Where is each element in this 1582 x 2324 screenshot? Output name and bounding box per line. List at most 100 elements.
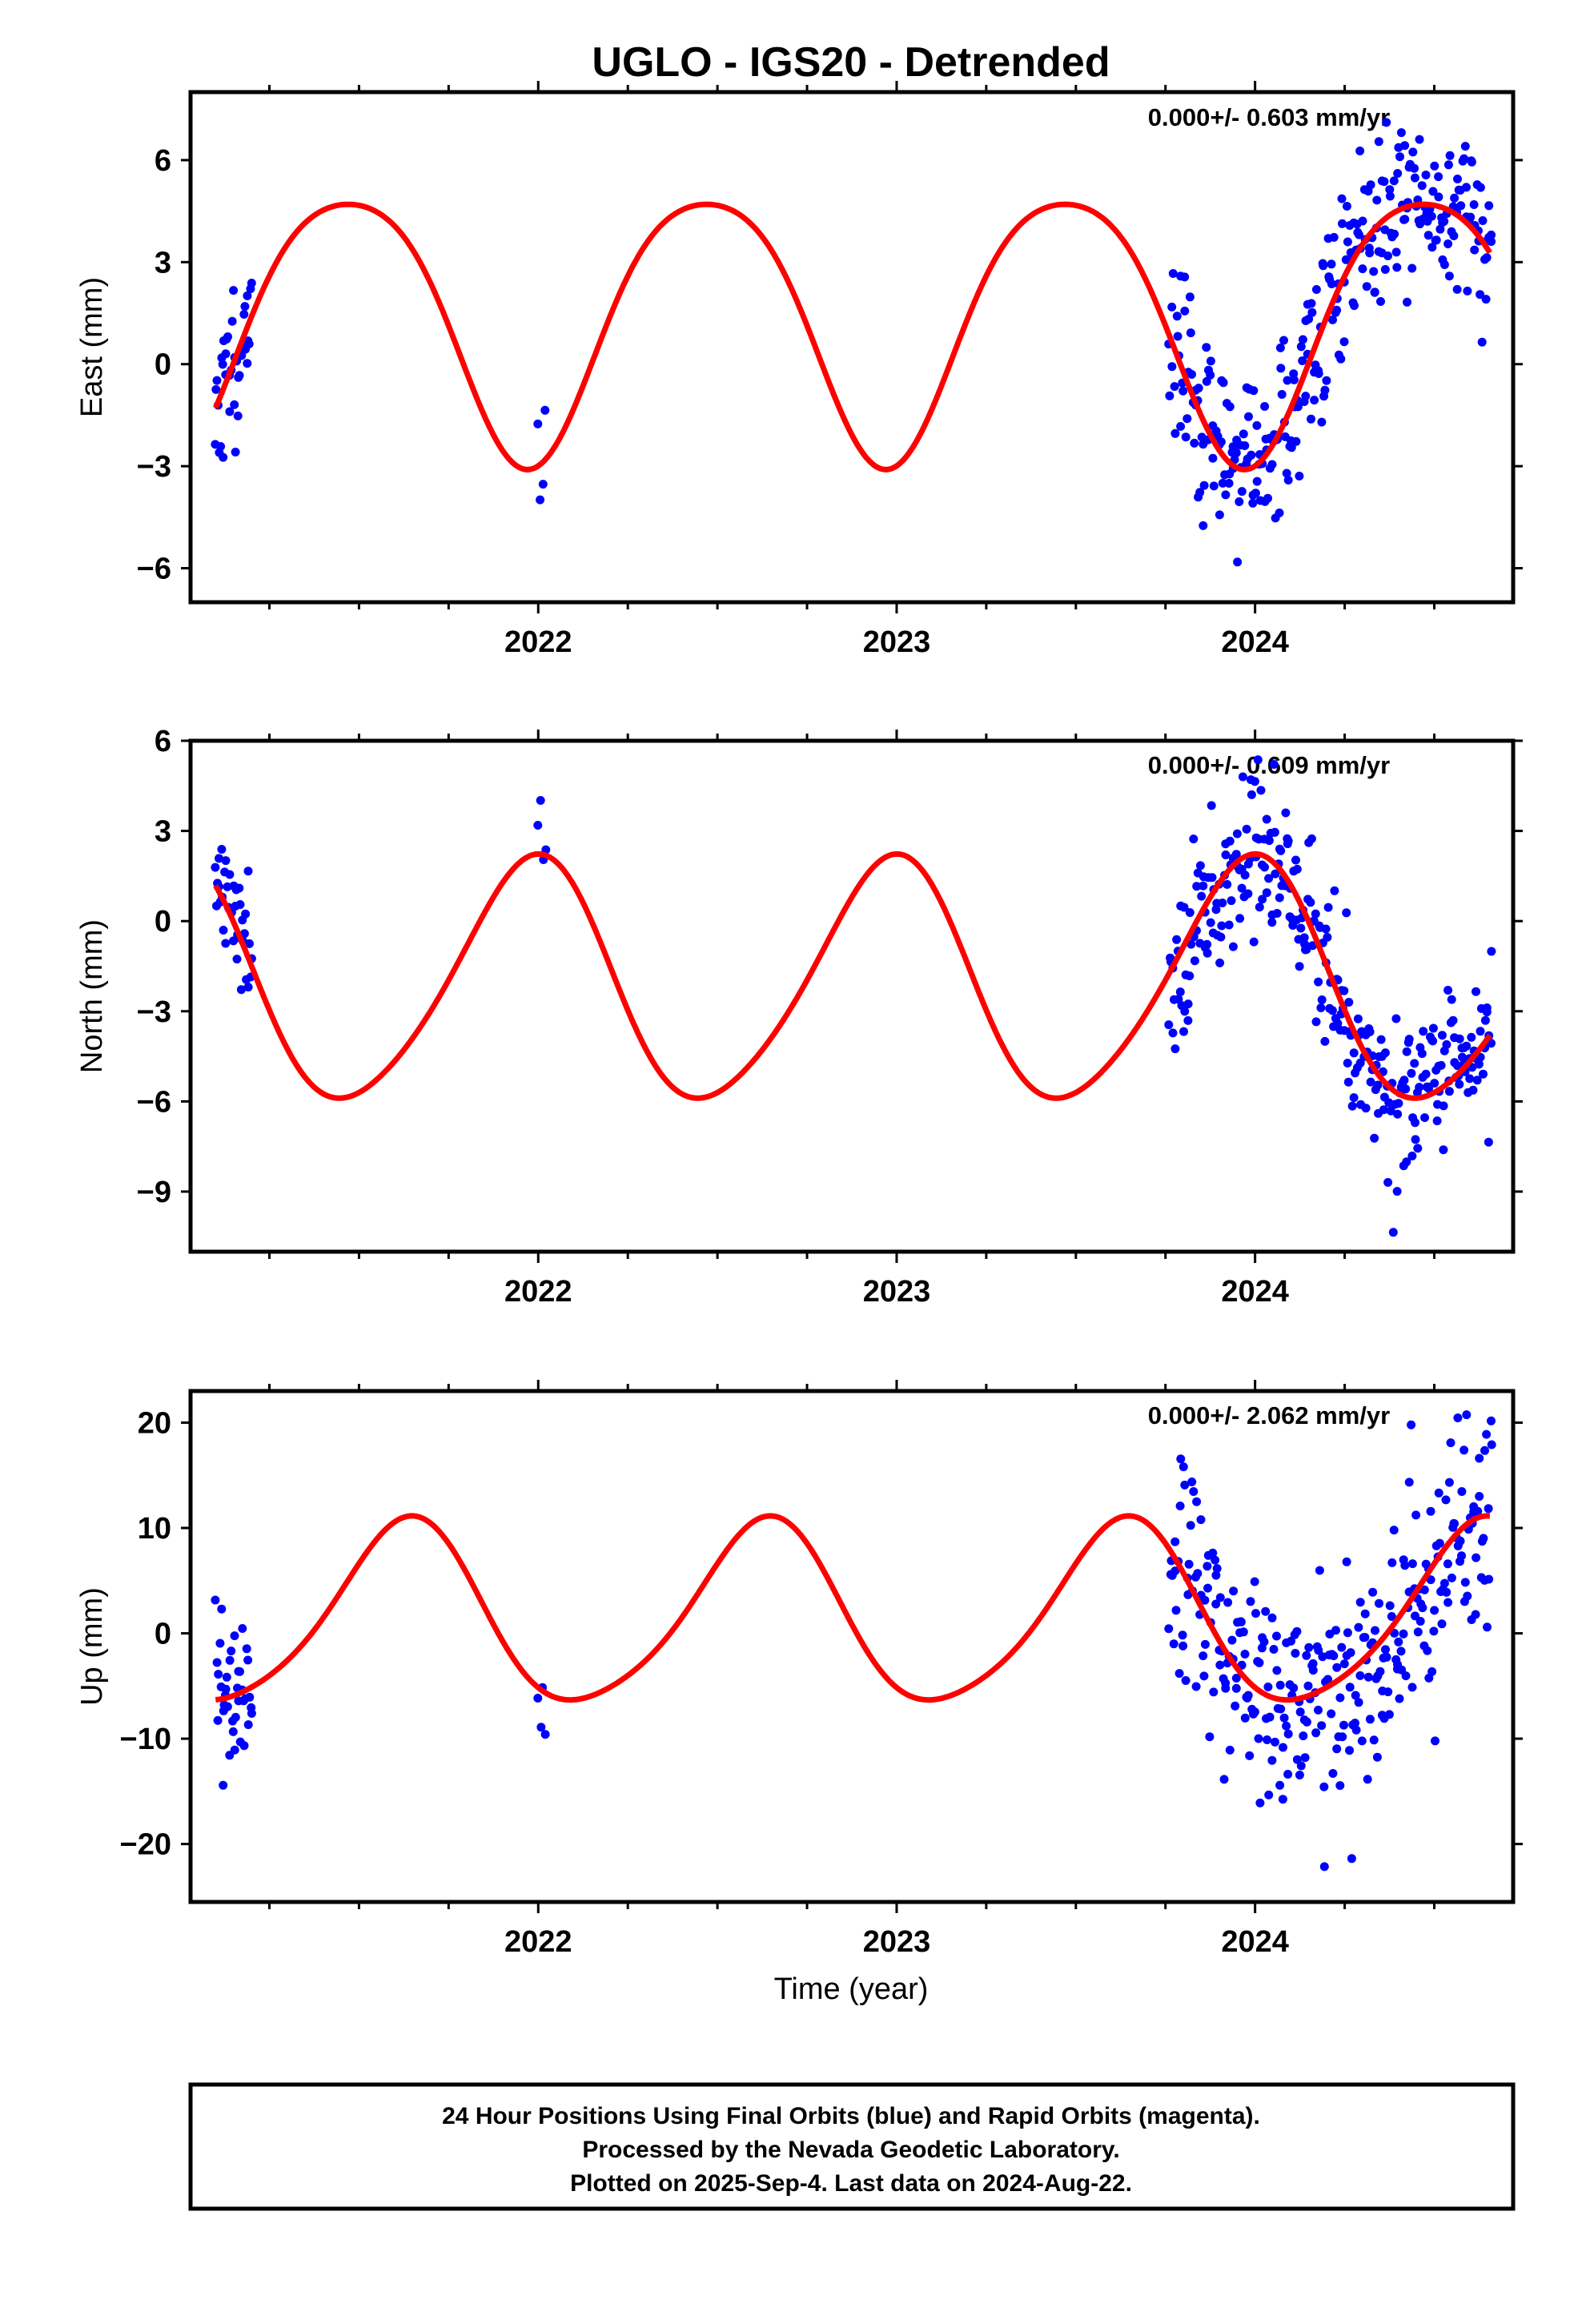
north-data-point [1428, 1036, 1438, 1046]
up-data-point [1211, 1570, 1221, 1580]
east-data-point [219, 452, 228, 462]
east-data-point [1382, 118, 1391, 127]
north-data-point [1442, 1039, 1452, 1049]
up-data-point [1245, 1751, 1255, 1760]
up-data-point [1169, 1639, 1178, 1649]
east-data-point [1484, 201, 1494, 211]
east-data-point [1391, 247, 1401, 257]
up-data-point [1335, 1693, 1345, 1703]
up-data-point [231, 1712, 240, 1722]
up-data-point [1267, 1755, 1277, 1765]
up-data-point [1355, 1598, 1365, 1607]
north-data-point [1333, 1019, 1343, 1028]
north-data-point [1316, 1003, 1326, 1012]
east-data-point [1415, 135, 1424, 144]
up-data-point [1263, 1735, 1272, 1744]
east-data-point [1172, 312, 1182, 321]
north-data-point [1267, 918, 1277, 927]
up-data-point [1415, 1617, 1425, 1626]
up-data-point [215, 1638, 225, 1648]
up-data-point [1314, 1705, 1323, 1715]
up-data-point [1291, 1649, 1300, 1658]
east-data-point [1395, 152, 1404, 162]
north-data-point [1376, 1035, 1386, 1044]
north-data-point [1411, 1118, 1419, 1128]
north-data-point [1411, 1135, 1420, 1144]
up-data-point [1399, 1629, 1408, 1638]
north-data-point [1179, 1027, 1188, 1036]
up-data-points [211, 1410, 1496, 1872]
north-data-point [1217, 921, 1227, 931]
east-data-point [1462, 183, 1471, 192]
up-data-point [1250, 1577, 1259, 1586]
east-data-point [1298, 335, 1307, 344]
east-data-point [1355, 147, 1365, 155]
east-data-point [1431, 235, 1441, 245]
east-data-point [1481, 295, 1491, 304]
north-data-point [1199, 881, 1208, 891]
east-data-point [1240, 441, 1250, 450]
east-data-point [1460, 142, 1470, 151]
up-data-point [1203, 1562, 1212, 1571]
up-data-point [1337, 1642, 1347, 1652]
east-data-point [1216, 437, 1226, 447]
north-data-point [232, 955, 242, 964]
up-data-point [243, 1720, 253, 1730]
up-data-point [1384, 1710, 1394, 1719]
up-data-point [1435, 1538, 1444, 1548]
north-data-point [1185, 908, 1195, 917]
up-data-point [1208, 1548, 1218, 1558]
east-data-point [538, 480, 548, 489]
east-data-point [1202, 376, 1211, 386]
up-data-point [239, 1741, 249, 1751]
east-data-point [218, 360, 227, 369]
north-data-point [1420, 1113, 1429, 1123]
east-data-point [1287, 443, 1296, 452]
north-data-point [1343, 1077, 1353, 1087]
east-data-point [243, 359, 252, 368]
up-data-point [1304, 1642, 1314, 1652]
north-data-point [1361, 1104, 1371, 1113]
east-data-point [1291, 436, 1301, 446]
east-data-point [1252, 476, 1262, 486]
up-data-point [1318, 1652, 1327, 1662]
up-data-point [1219, 1775, 1229, 1784]
up-data-point [1271, 1737, 1279, 1747]
north-data-point [533, 821, 543, 830]
up-x-tick-label: 2024 [1221, 1925, 1289, 1959]
up-data-point [222, 1672, 231, 1682]
east-data-point [1185, 292, 1195, 302]
up-data-point [1175, 1502, 1185, 1510]
up-data-point [1263, 1683, 1273, 1691]
north-data-point [1224, 920, 1234, 930]
chart-title: UGLO - IGS20 - Detrended [592, 39, 1110, 86]
east-y-tick-label: −6 [137, 553, 171, 586]
north-data-point [1479, 1069, 1488, 1079]
north-data-point [1428, 1023, 1438, 1033]
up-data-point [1196, 1515, 1206, 1525]
east-data-point [1421, 171, 1431, 179]
east-data-point [1182, 414, 1192, 424]
east-data-point [533, 419, 543, 428]
up-data-point [1447, 1573, 1456, 1582]
east-data-point [1176, 422, 1186, 431]
north-data-point [1366, 1077, 1375, 1087]
up-data-point [1181, 1676, 1191, 1685]
north-data-point [1238, 772, 1247, 782]
east-data-point [1443, 239, 1453, 248]
up-data-point [1453, 1413, 1463, 1422]
up-data-point [1282, 1721, 1291, 1731]
up-data-point [1265, 1712, 1275, 1722]
east-x-tick-label: 2024 [1221, 625, 1289, 659]
east-model-curve [213, 201, 1492, 472]
up-data-point [1462, 1410, 1472, 1420]
up-data-point [1319, 1782, 1329, 1791]
up-data-point [1338, 1732, 1347, 1742]
east-data-point [1208, 453, 1218, 463]
north-data-point [1370, 1133, 1379, 1143]
east-data-point [1190, 438, 1199, 448]
east-data-point [1304, 314, 1314, 324]
east-data-point [1279, 336, 1288, 345]
east-data-point [1336, 354, 1346, 364]
east-data-point [221, 349, 231, 359]
